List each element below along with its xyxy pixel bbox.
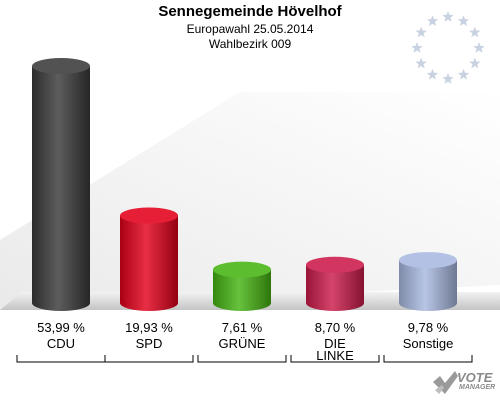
bar-body — [32, 66, 90, 311]
value-label: 7,61 % — [222, 320, 263, 335]
chart-subtitle: Europawahl 25.05.2014 — [186, 22, 314, 36]
category-bracket — [104, 355, 194, 363]
vote-manager-logo: VOTE MANAGER — [430, 368, 500, 398]
category-bracket — [290, 355, 380, 363]
bar-die-linke — [306, 256, 364, 311]
logo-text-vote: VOTE — [457, 370, 493, 385]
category-label: LINKE — [316, 348, 354, 363]
bar-top — [213, 261, 271, 278]
category-bracket — [16, 355, 106, 363]
bar-grüne — [213, 261, 271, 311]
bar-cdu — [32, 58, 90, 311]
eu-star-icon — [469, 26, 481, 38]
eu-star-icon — [457, 68, 470, 80]
bar-top — [32, 58, 90, 74]
eu-star-icon — [415, 26, 427, 38]
category-label: GRÜNE — [219, 336, 266, 351]
eu-star-icon — [442, 11, 454, 22]
category-bracket — [383, 355, 473, 363]
category-label: SPD — [136, 336, 163, 351]
eu-star-icon — [426, 15, 439, 26]
eu-stars-emblem — [411, 11, 485, 84]
bar-body — [120, 215, 178, 311]
bar-top — [306, 256, 364, 273]
bar-top — [120, 207, 178, 224]
logo-text-manager: MANAGER — [459, 384, 496, 391]
eu-star-icon — [469, 57, 481, 69]
category-label: Sonstige — [403, 336, 454, 351]
eu-star-icon — [457, 15, 470, 26]
bar-sonstige — [399, 252, 457, 311]
category-bracket — [197, 355, 287, 363]
bar-body — [213, 269, 271, 311]
bar-spd — [120, 207, 178, 311]
vote-manager-checkmark-icon — [433, 371, 458, 394]
eu-star-icon — [415, 57, 427, 69]
value-label: 19,93 % — [125, 320, 173, 335]
value-label: 9,78 % — [408, 320, 449, 335]
eu-star-icon — [442, 73, 454, 84]
bar-body — [399, 260, 457, 311]
category-label: DIE — [324, 336, 346, 351]
chart-title: Sennegemeinde Hövelhof — [158, 3, 342, 20]
value-label: 53,99 % — [37, 320, 85, 335]
chart-district: Wahlbezirk 009 — [208, 37, 292, 51]
category-label: CDU — [47, 336, 75, 351]
bar-top — [399, 252, 457, 269]
value-label: 8,70 % — [315, 320, 356, 335]
eu-star-icon — [426, 68, 439, 80]
bar-body — [306, 264, 364, 311]
eu-star-icon — [411, 42, 423, 53]
eu-star-icon — [473, 42, 485, 53]
